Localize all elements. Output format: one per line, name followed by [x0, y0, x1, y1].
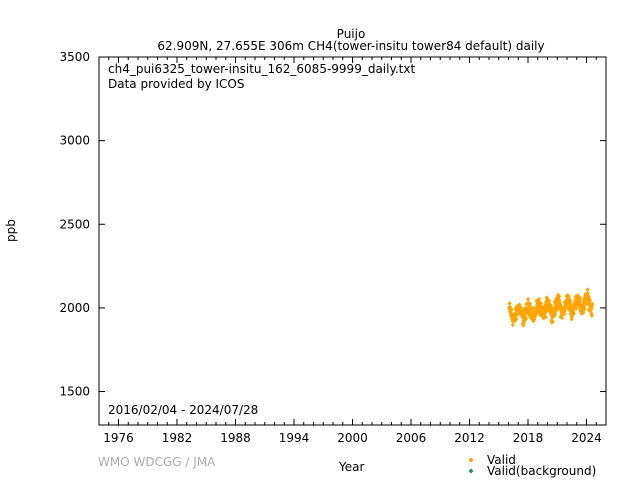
y-tick-label: 3500 — [59, 50, 90, 64]
x-tick-label: 1988 — [220, 431, 251, 445]
data-point — [566, 295, 572, 300]
x-axis-ticks: 1976 1982 1988 1994 2000 2006 2012 2018 2024 — [98, 57, 607, 445]
data-point — [518, 305, 523, 310]
data-point — [558, 314, 563, 319]
data-point — [552, 298, 558, 304]
legend-marker — [468, 468, 474, 474]
data-point — [566, 297, 572, 302]
data-point — [513, 313, 518, 319]
data-point — [536, 296, 542, 302]
data-point — [548, 303, 554, 309]
data-point — [589, 302, 595, 308]
data-point — [565, 292, 570, 298]
x-tick-label: 2018 — [513, 431, 544, 445]
data-point — [569, 314, 574, 319]
y-tick-label: 1500 — [59, 385, 90, 399]
data-point — [571, 309, 576, 314]
data-point — [589, 305, 594, 311]
y-tick-label: 3000 — [59, 134, 90, 148]
data-point — [538, 301, 544, 306]
y-tick-label: 2000 — [59, 301, 90, 315]
data-point — [577, 296, 583, 301]
x-tick-label: 2024 — [571, 431, 602, 445]
data-point — [577, 304, 582, 309]
data-point — [513, 317, 519, 322]
x-axis-label: Year — [339, 460, 365, 474]
data-point — [521, 323, 526, 328]
data-point — [530, 312, 536, 317]
x-tick-label: 2012 — [454, 431, 485, 445]
legend-label: Valid — [487, 453, 516, 467]
data-point — [571, 311, 577, 316]
data-point — [551, 314, 556, 319]
x-tick-label: 1982 — [162, 431, 193, 445]
data-point — [544, 300, 549, 305]
x-tick-label: 1994 — [279, 431, 310, 445]
data-point — [559, 315, 565, 321]
data-point — [543, 314, 548, 320]
data-point — [554, 307, 559, 313]
data-point — [569, 317, 574, 322]
data-point — [521, 309, 526, 315]
data-point — [587, 298, 593, 303]
data-point — [550, 319, 555, 324]
data-point — [568, 311, 573, 316]
data-point — [573, 306, 579, 311]
data-point — [517, 302, 522, 308]
data-point — [525, 297, 531, 302]
x-tick-label: 2006 — [396, 431, 427, 445]
data-points — [507, 287, 595, 328]
data-point — [585, 291, 591, 296]
chart-subtitle: 62.909N, 27.655E 306m CH4(tower-insitu t… — [157, 39, 545, 53]
data-point — [552, 312, 558, 317]
data-point — [586, 296, 592, 301]
data-point — [567, 298, 573, 303]
data-point — [584, 300, 589, 305]
x-tick-label: 2000 — [337, 431, 368, 445]
data-point — [534, 311, 539, 317]
data-point — [582, 301, 587, 307]
data-point — [542, 310, 548, 316]
date-range-annotation: 2016/02/04 - 2024/07/28 — [108, 403, 258, 417]
data-point — [509, 307, 514, 312]
data-point — [507, 301, 512, 306]
data-point — [562, 307, 567, 312]
data-point — [556, 294, 562, 299]
data-point — [544, 296, 550, 301]
data-point — [552, 310, 557, 315]
data-point — [581, 304, 587, 309]
data-point — [523, 316, 529, 322]
data-point — [537, 300, 542, 305]
data-point — [562, 311, 567, 317]
data-point — [582, 306, 587, 311]
data-point — [510, 322, 515, 328]
data-point — [589, 311, 594, 316]
data-point — [585, 287, 590, 292]
data-point — [589, 313, 594, 318]
data-point — [524, 311, 529, 316]
legend-marker — [468, 457, 474, 463]
data-point — [546, 300, 552, 306]
data-point — [542, 313, 547, 318]
provider-annotation: Data provided by ICOS — [108, 77, 244, 91]
data-point — [515, 311, 521, 317]
y-tick-label: 2500 — [59, 217, 90, 231]
watermark: WMO WDCGG / JMA — [98, 455, 216, 469]
data-point — [528, 314, 533, 320]
data-point — [526, 307, 531, 313]
x-tick-label: 1976 — [103, 431, 134, 445]
data-point — [527, 301, 533, 307]
plot-frame — [98, 56, 607, 426]
data-point — [546, 298, 552, 304]
legend-label: Valid(background) — [487, 464, 596, 478]
data-point — [574, 294, 579, 299]
file-name-annotation: ch4_pui6325_tower-insitu_162_6085-9999_d… — [108, 62, 415, 76]
data-point — [557, 297, 562, 303]
chart-title: Puijo — [336, 27, 366, 41]
data-point — [575, 293, 580, 298]
y-axis-ticks: 1500 2000 2500 3000 3500 — [59, 50, 606, 399]
data-point — [564, 305, 569, 311]
